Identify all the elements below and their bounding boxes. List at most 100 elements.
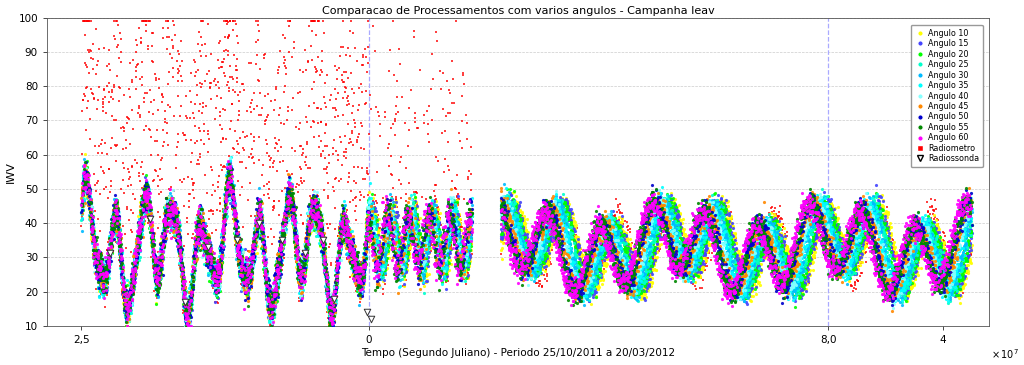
Point bbox=[898, 282, 914, 288]
Point bbox=[352, 270, 369, 276]
Point bbox=[127, 273, 143, 279]
Point bbox=[846, 244, 862, 250]
Point bbox=[853, 259, 869, 265]
Point bbox=[768, 286, 784, 292]
Point bbox=[215, 237, 231, 242]
Point bbox=[281, 202, 297, 208]
Point bbox=[767, 228, 783, 234]
Point bbox=[928, 278, 944, 284]
Point bbox=[942, 278, 958, 284]
Point bbox=[347, 263, 364, 269]
Point bbox=[867, 201, 884, 207]
Point bbox=[866, 211, 883, 216]
Point bbox=[912, 243, 929, 249]
Point bbox=[929, 280, 945, 286]
Point bbox=[224, 183, 241, 189]
Point bbox=[220, 180, 237, 186]
Point bbox=[593, 233, 609, 239]
Point bbox=[203, 263, 219, 269]
Point bbox=[536, 199, 552, 205]
Point bbox=[379, 230, 395, 236]
Point bbox=[255, 247, 271, 253]
Point bbox=[873, 222, 890, 228]
Point bbox=[383, 227, 399, 233]
Point bbox=[894, 245, 910, 251]
Point bbox=[923, 274, 939, 280]
Point bbox=[153, 257, 169, 262]
Point bbox=[207, 287, 223, 293]
Point bbox=[730, 287, 746, 293]
Point bbox=[138, 18, 155, 24]
Point bbox=[956, 267, 973, 273]
Point bbox=[353, 286, 370, 292]
Point bbox=[894, 283, 910, 288]
Point bbox=[204, 275, 220, 281]
Point bbox=[145, 247, 162, 253]
Point bbox=[178, 288, 195, 293]
Point bbox=[336, 228, 352, 234]
Point bbox=[134, 205, 151, 211]
Point bbox=[272, 268, 289, 274]
Point bbox=[556, 257, 572, 263]
Point bbox=[317, 261, 334, 266]
Point bbox=[154, 249, 170, 254]
Point bbox=[348, 260, 365, 266]
Point bbox=[90, 276, 106, 282]
Point bbox=[227, 246, 244, 251]
Point bbox=[547, 201, 563, 207]
Point bbox=[764, 239, 780, 245]
Point bbox=[892, 285, 908, 291]
Point bbox=[117, 290, 133, 296]
Point bbox=[532, 241, 549, 246]
Point bbox=[602, 224, 618, 230]
Point bbox=[133, 208, 150, 214]
Point bbox=[611, 258, 628, 264]
Point bbox=[183, 288, 200, 294]
Point bbox=[496, 199, 512, 205]
Point bbox=[288, 237, 304, 242]
Point bbox=[377, 109, 393, 115]
Point bbox=[942, 294, 958, 300]
Point bbox=[603, 223, 620, 229]
Point bbox=[796, 267, 812, 273]
Point bbox=[718, 211, 734, 216]
Point bbox=[398, 258, 415, 264]
Point bbox=[88, 254, 104, 260]
Point bbox=[159, 220, 175, 226]
Point bbox=[762, 224, 778, 230]
Point bbox=[562, 267, 579, 273]
Point bbox=[168, 228, 184, 234]
Point bbox=[271, 112, 288, 118]
Point bbox=[288, 264, 304, 270]
Point bbox=[797, 203, 813, 209]
Point bbox=[860, 227, 877, 233]
Point bbox=[334, 223, 350, 228]
Point bbox=[154, 155, 170, 161]
Point bbox=[460, 217, 476, 223]
Point bbox=[821, 270, 838, 276]
Point bbox=[708, 233, 724, 238]
Point bbox=[834, 270, 850, 276]
Point bbox=[893, 253, 909, 259]
Point bbox=[820, 205, 837, 211]
Point bbox=[738, 233, 755, 238]
Point bbox=[253, 224, 269, 230]
Point bbox=[204, 266, 220, 272]
Point bbox=[338, 210, 354, 215]
Point bbox=[698, 221, 715, 227]
Point bbox=[582, 249, 598, 254]
Point bbox=[366, 201, 382, 207]
Point bbox=[893, 246, 909, 252]
Point bbox=[624, 255, 640, 261]
Point bbox=[126, 280, 142, 285]
Point bbox=[767, 248, 783, 254]
Point bbox=[429, 223, 445, 229]
Point bbox=[284, 200, 300, 206]
Point bbox=[207, 267, 223, 273]
Point bbox=[105, 219, 122, 225]
Point bbox=[365, 215, 381, 221]
Point bbox=[602, 223, 618, 228]
Point bbox=[258, 256, 274, 262]
Point bbox=[243, 272, 259, 277]
Point bbox=[102, 243, 119, 249]
